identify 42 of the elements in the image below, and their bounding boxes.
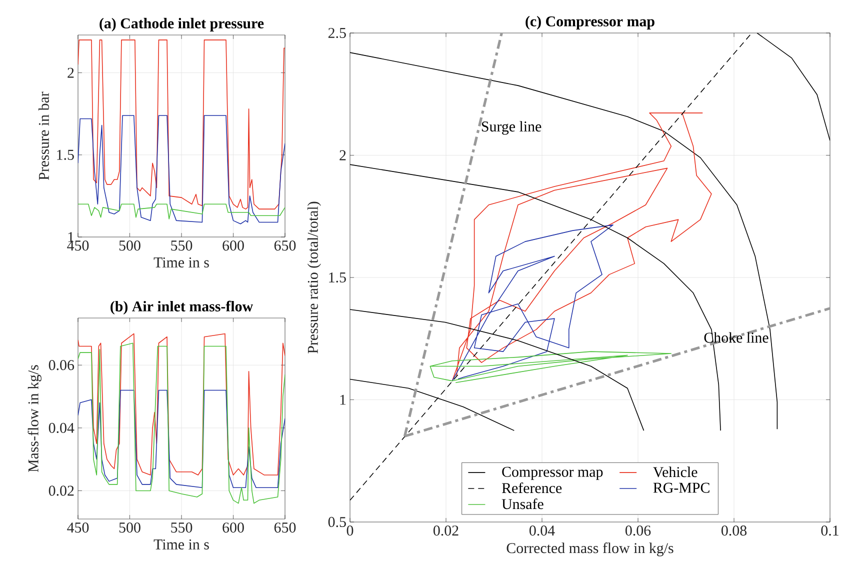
- y-axis-title: Pressure in bar: [38, 92, 49, 180]
- x-axis-title: Time in s: [154, 539, 209, 550]
- chart-title: (c) Compressor map: [526, 16, 654, 30]
- legend-label: Reference: [502, 482, 562, 494]
- x-tick-label: 450: [67, 522, 89, 533]
- chart-title: (a) Cathode inlet pressure: [100, 18, 264, 32]
- x-tick-label: 500: [119, 240, 140, 251]
- x-tick-label: 600: [222, 240, 244, 251]
- x-tick-label: 550: [171, 522, 192, 533]
- y-tick-label: 0.5: [328, 516, 346, 528]
- x-tick-label: 550: [171, 240, 192, 251]
- y-tick-label: 2: [340, 150, 346, 160]
- x-tick-label: 0.08: [721, 526, 747, 536]
- y-axis-title: Pressure ratio (total/total): [307, 202, 321, 354]
- x-tick-label: 0.1: [821, 526, 838, 536]
- x-axis-title: Corrected mass flow in kg/s: [506, 542, 674, 556]
- y-tick-label: 0.02: [48, 486, 74, 496]
- annotation: Surge line: [482, 121, 542, 135]
- x-tick-label: 0.04: [529, 526, 555, 536]
- y-tick-label: 0.04: [48, 422, 74, 434]
- legend-label: Unsafe: [502, 498, 544, 510]
- x-tick-label: 0.02: [433, 526, 458, 536]
- y-tick-label: 1.5: [57, 150, 74, 160]
- legend-label: RG-MPC: [653, 482, 710, 493]
- x-tick-label: 450: [67, 240, 89, 251]
- y-axis-title: Mass-flow in kg/s: [28, 365, 42, 472]
- legend-label: Compressor map: [502, 466, 603, 480]
- x-tick-label: 500: [119, 522, 140, 533]
- x-axis-title: Time in s: [154, 257, 209, 268]
- chart-title: (b) Air inlet mass-flow: [110, 300, 253, 314]
- y-tick-label: 0.06: [48, 360, 74, 370]
- x-tick-label: 0: [346, 526, 354, 536]
- y-tick-label: 2: [68, 68, 74, 78]
- x-tick-label: 650: [274, 522, 296, 533]
- y-tick-label: 1: [340, 394, 346, 405]
- legend-label: Vehicle: [653, 466, 698, 478]
- x-tick-label: 0.06: [625, 526, 651, 536]
- y-tick-label: 1: [68, 232, 74, 242]
- y-tick-label: 2.5: [328, 28, 346, 38]
- y-tick-label: 1.5: [329, 272, 346, 283]
- x-tick-label: 650: [274, 240, 296, 251]
- x-tick-label: 600: [222, 522, 244, 533]
